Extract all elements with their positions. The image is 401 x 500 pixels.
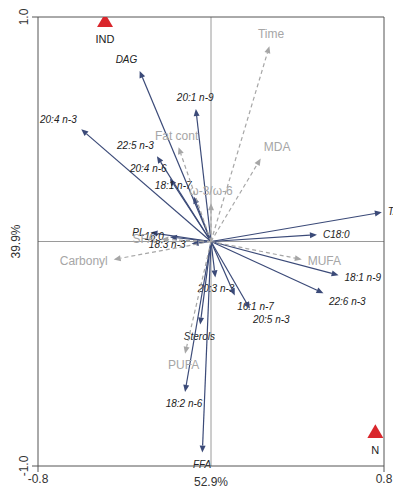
svg-text:ω-3/ω-6: ω-3/ω-6 (189, 184, 233, 198)
svg-text:Time: Time (258, 27, 285, 41)
svg-text:DAG: DAG (116, 54, 138, 65)
svg-text:20:1 n-9: 20:1 n-9 (176, 92, 214, 103)
svg-text:20:4 n-6: 20:4 n-6 (129, 163, 167, 174)
svg-text:39.9%: 39.9% (9, 224, 23, 258)
svg-text:18:2 n-6: 18:2 n-6 (166, 398, 203, 409)
svg-text:FFA: FFA (193, 459, 211, 470)
svg-text:C18:0: C18:0 (323, 229, 350, 240)
svg-text:1.0: 1.0 (17, 8, 31, 25)
svg-text:MDA: MDA (264, 140, 291, 154)
svg-text:TAG: TAG (388, 206, 393, 217)
svg-text:N: N (371, 444, 379, 456)
svg-text:0.8: 0.8 (376, 472, 393, 486)
svg-text:18:1 n-7: 18:1 n-7 (155, 180, 192, 191)
svg-text:PUFA: PUFA (168, 358, 199, 372)
svg-text:Carbonyl: Carbonyl (60, 254, 108, 268)
svg-text:16:1 n-7: 16:1 n-7 (237, 301, 274, 312)
svg-text:IND: IND (96, 33, 115, 45)
svg-text:18:1 n-9: 18:1 n-9 (344, 272, 381, 283)
svg-text:22:5 n-3: 22:5 n-3 (116, 140, 154, 151)
svg-text:52.9%: 52.9% (194, 475, 228, 489)
svg-text:SFA: SFA (133, 232, 156, 246)
svg-text:20:5 n-3: 20:5 n-3 (252, 314, 290, 325)
svg-text:22:6 n-3: 22:6 n-3 (328, 296, 366, 307)
svg-text:MUFA: MUFA (308, 254, 341, 268)
svg-text:20:4 n-3: 20:4 n-3 (39, 114, 77, 125)
svg-text:-1.0: -1.0 (17, 455, 31, 476)
svg-text:Fat cont: Fat cont (155, 129, 199, 143)
